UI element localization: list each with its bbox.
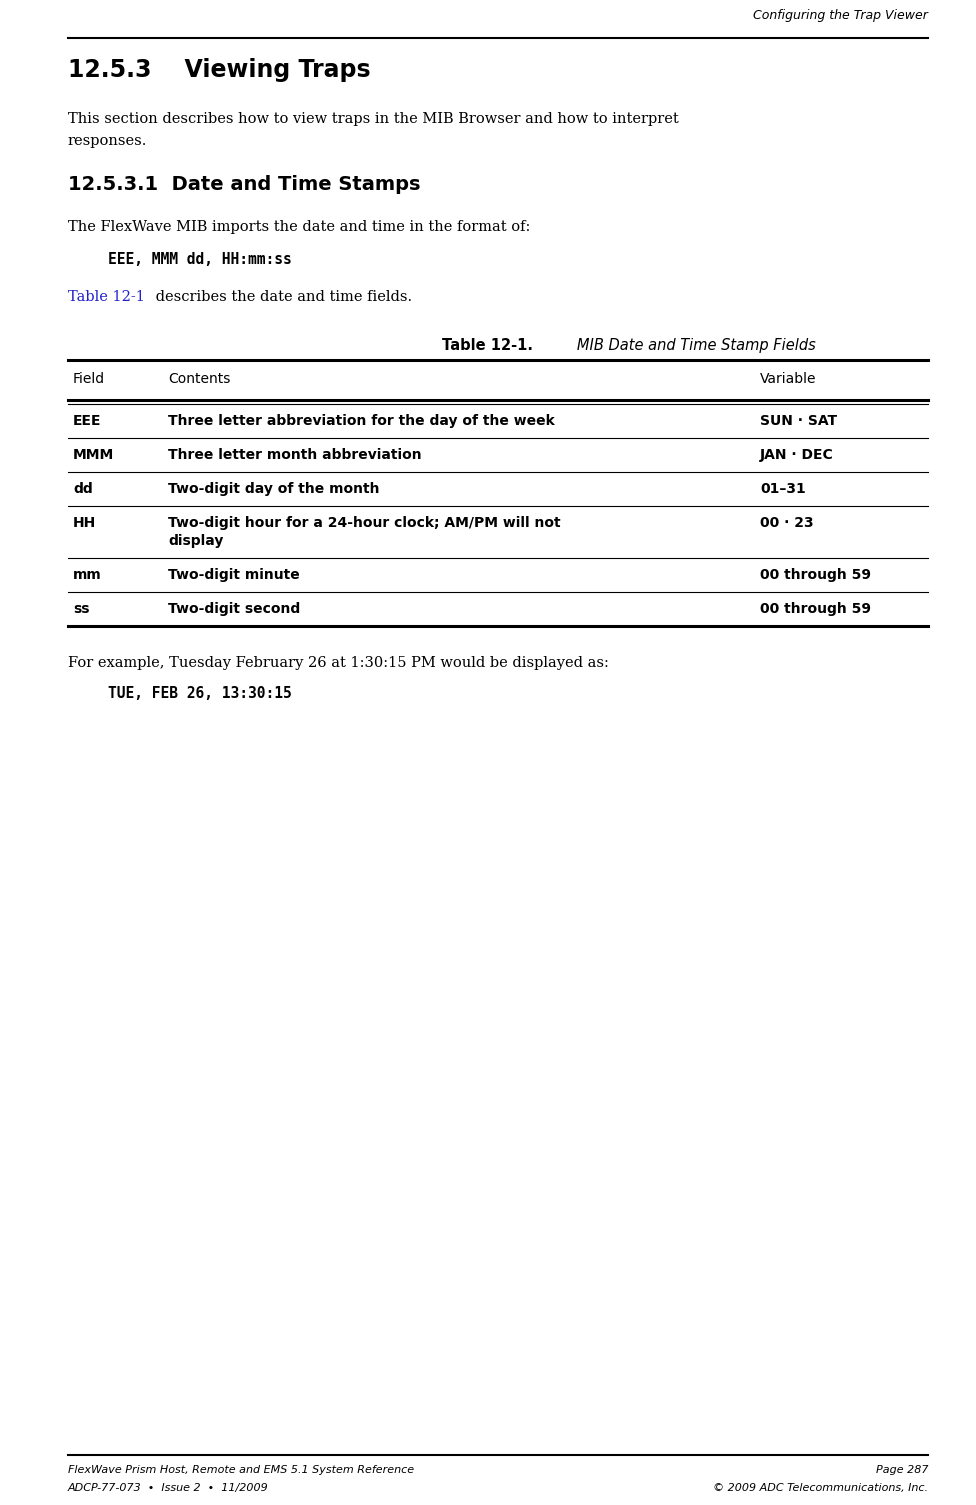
Text: Two-digit day of the month: Two-digit day of the month: [168, 482, 380, 497]
Text: 00 through 59: 00 through 59: [760, 567, 871, 582]
Text: 12.5.3.1  Date and Time Stamps: 12.5.3.1 Date and Time Stamps: [68, 175, 421, 194]
Text: Three letter abbreviation for the day of the week: Three letter abbreviation for the day of…: [168, 414, 554, 427]
Text: The FlexWave MIB imports the date and time in the format of:: The FlexWave MIB imports the date and ti…: [68, 220, 530, 233]
Text: JAN · DEC: JAN · DEC: [760, 448, 834, 462]
Text: 00 · 23: 00 · 23: [760, 516, 814, 530]
Text: mm: mm: [73, 567, 102, 582]
Text: © 2009 ADC Telecommunications, Inc.: © 2009 ADC Telecommunications, Inc.: [713, 1482, 928, 1493]
Text: Contents: Contents: [168, 372, 230, 385]
Text: 01–31: 01–31: [760, 482, 806, 497]
Text: ss: ss: [73, 602, 90, 616]
Text: Configuring the Trap Viewer: Configuring the Trap Viewer: [753, 9, 928, 23]
Text: EEE, MMM dd, HH:mm:ss: EEE, MMM dd, HH:mm:ss: [108, 251, 292, 266]
Text: Table 12-1: Table 12-1: [68, 290, 144, 304]
Text: Table 12-1.: Table 12-1.: [442, 339, 534, 354]
Text: HH: HH: [73, 516, 97, 530]
Text: SUN · SAT: SUN · SAT: [760, 414, 837, 427]
Text: MIB Date and Time Stamp Fields: MIB Date and Time Stamp Fields: [563, 339, 816, 354]
Text: Three letter month abbreviation: Three letter month abbreviation: [168, 448, 422, 462]
Text: Variable: Variable: [760, 372, 817, 385]
Text: For example, Tuesday February 26 at 1:30:15 PM would be displayed as:: For example, Tuesday February 26 at 1:30…: [68, 656, 609, 670]
Text: This section describes how to view traps in the MIB Browser and how to interpret: This section describes how to view traps…: [68, 111, 678, 126]
Text: 00 through 59: 00 through 59: [760, 602, 871, 616]
Text: responses.: responses.: [68, 134, 147, 147]
Text: Field: Field: [73, 372, 105, 385]
Text: EEE: EEE: [73, 414, 102, 427]
Text: Two-digit hour for a 24-hour clock; AM/PM will not
display: Two-digit hour for a 24-hour clock; AM/P…: [168, 516, 560, 548]
Text: MMM: MMM: [73, 448, 114, 462]
Text: dd: dd: [73, 482, 93, 497]
Text: ADCP-77-073  •  Issue 2  •  11/2009: ADCP-77-073 • Issue 2 • 11/2009: [68, 1482, 268, 1493]
Text: Two-digit second: Two-digit second: [168, 602, 301, 616]
Text: 12.5.3    Viewing Traps: 12.5.3 Viewing Traps: [68, 59, 371, 81]
Text: describes the date and time fields.: describes the date and time fields.: [151, 290, 412, 304]
Text: FlexWave Prism Host, Remote and EMS 5.1 System Reference: FlexWave Prism Host, Remote and EMS 5.1 …: [68, 1464, 414, 1475]
Text: TUE, FEB 26, 13:30:15: TUE, FEB 26, 13:30:15: [108, 686, 292, 701]
Text: Page 287: Page 287: [875, 1464, 928, 1475]
Text: Two-digit minute: Two-digit minute: [168, 567, 300, 582]
